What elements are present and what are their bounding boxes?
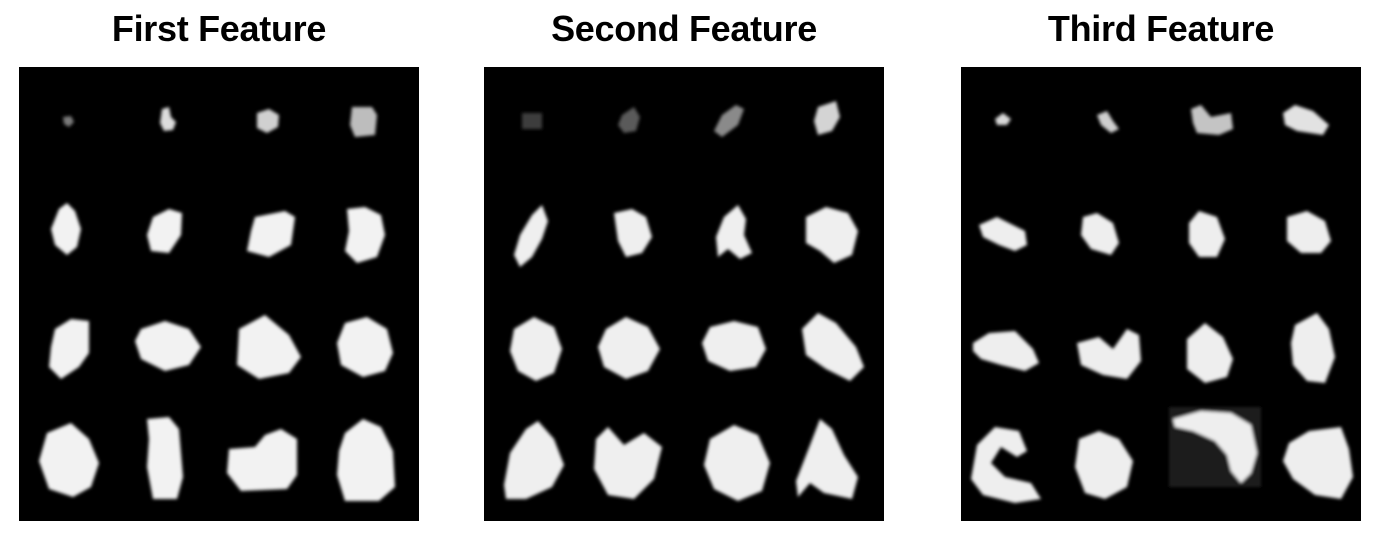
patch-r1-c2 <box>1097 111 1119 133</box>
patch-r2-c2 <box>147 209 182 253</box>
patch-r2-c1 <box>514 205 548 267</box>
patch-r3-c2 <box>598 317 660 379</box>
patch-r1-c4 <box>350 107 377 137</box>
patch-r3-c1 <box>510 317 562 381</box>
patch-r2-c2 <box>1081 213 1119 255</box>
patch-r2-c3 <box>247 211 295 257</box>
patch-r3-c2 <box>135 321 201 371</box>
patch-r4-c1 <box>504 421 564 499</box>
patch-r1-c2 <box>160 107 176 131</box>
patch-r1-c3 <box>1191 105 1233 135</box>
panel-first-feature <box>19 67 419 521</box>
patch-r3-c4 <box>1291 313 1335 383</box>
patch-r1-c3 <box>257 109 279 133</box>
patch-r2-c2 <box>614 209 652 257</box>
image-grid-third-feature <box>971 105 1353 503</box>
patch-r4-c4 <box>796 419 858 499</box>
patch-r3-c3 <box>237 315 301 379</box>
patch-r2-c4 <box>1287 211 1331 253</box>
patch-r4-c2 <box>147 417 183 499</box>
panel-second-feature <box>484 67 884 521</box>
patch-r2-c4 <box>345 207 385 263</box>
patch-r2-c3 <box>716 205 752 259</box>
patch-r3-c4 <box>337 317 393 377</box>
patch-r4-c3 <box>704 425 770 501</box>
patch-r1-c4 <box>814 101 840 135</box>
patch-r4-c4 <box>337 419 395 501</box>
panel-third-feature <box>961 67 1361 521</box>
patch-r1-c2 <box>618 107 640 133</box>
patch-r4-c1 <box>971 427 1041 503</box>
patch-r3-c2 <box>1077 329 1141 379</box>
panel-title-third-feature: Third Feature <box>1047 8 1275 49</box>
patch-r4-c2 <box>1075 431 1133 499</box>
patch-r4-c2 <box>594 427 662 499</box>
patch-r4-c3 <box>1173 411 1257 483</box>
patch-r1-c1 <box>522 113 542 129</box>
patch-r3-c1 <box>973 331 1039 371</box>
patch-r2-c1 <box>51 203 81 255</box>
patch-r3-c3 <box>1187 323 1233 383</box>
patch-r4-c1 <box>39 423 99 497</box>
image-grid-second-feature <box>504 101 864 501</box>
patch-r1-c4 <box>1283 105 1329 135</box>
patch-r2-c4 <box>806 207 858 263</box>
patch-r1-c3 <box>714 105 744 137</box>
patch-r3-c4 <box>802 313 864 381</box>
patch-r2-c3 <box>1189 211 1225 257</box>
patch-r1-c1 <box>63 116 74 127</box>
patch-r4-c4 <box>1283 427 1353 499</box>
panel-title-first-feature: First Feature <box>111 8 327 49</box>
patch-r3-c3 <box>702 321 766 371</box>
panel-title-second-feature: Second Feature <box>551 8 817 49</box>
image-grid-first-feature <box>39 107 395 501</box>
patch-r1-c1 <box>995 113 1011 125</box>
patch-r2-c1 <box>979 217 1027 251</box>
patch-r3-c1 <box>49 319 89 379</box>
patch-r4-c3 <box>227 429 297 491</box>
